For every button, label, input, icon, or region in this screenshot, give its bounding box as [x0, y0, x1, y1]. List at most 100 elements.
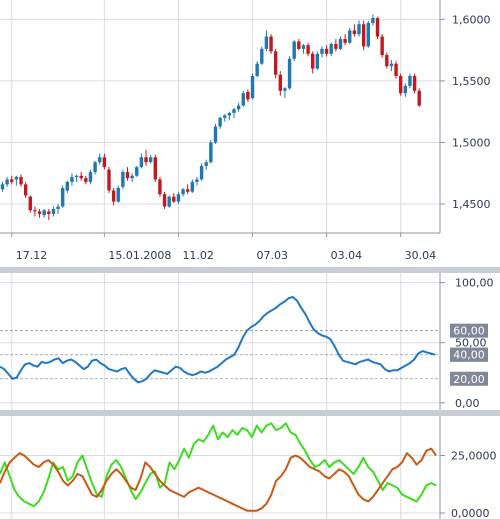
candle-body — [371, 18, 375, 24]
candle — [380, 34, 384, 58]
candle-body — [186, 189, 190, 192]
candle-body — [389, 63, 394, 67]
candle-body — [70, 176, 74, 182]
candle — [84, 175, 88, 185]
candle-body — [255, 63, 259, 76]
candle-body — [297, 41, 301, 49]
oscillator-reference-lines — [0, 330, 440, 380]
oscillator-series — [0, 296, 436, 384]
candle — [176, 191, 181, 205]
candle — [42, 208, 46, 218]
candle-body — [311, 53, 315, 69]
candle — [121, 169, 125, 190]
candle — [199, 163, 204, 181]
candle — [98, 153, 102, 165]
candle-body — [195, 179, 199, 182]
oscillator-y-ticks: 100,00 50,00 0,00 — [440, 277, 494, 410]
candle-body — [348, 30, 352, 43]
candle-body — [394, 63, 398, 76]
candle — [5, 176, 9, 187]
candle-body — [37, 211, 42, 214]
candle-body — [56, 206, 60, 209]
candle-body — [65, 181, 70, 191]
candle — [213, 124, 218, 144]
candle — [148, 154, 153, 164]
price-y-tick-label: 1,6000 — [452, 13, 491, 26]
candle-body — [111, 190, 116, 202]
candle — [33, 206, 37, 217]
stochastic-y-tick-label: 0,0000 — [451, 507, 490, 519]
candle-body — [14, 176, 19, 180]
candle-body — [357, 24, 361, 35]
candle — [287, 56, 292, 90]
candle-body — [51, 208, 56, 214]
candle — [65, 180, 70, 193]
panel-separator[interactable] — [0, 410, 500, 416]
candle-body — [88, 172, 93, 182]
candle — [195, 176, 199, 186]
oscillator-gridlines — [0, 273, 440, 410]
candle-body — [102, 157, 107, 168]
candle — [403, 83, 408, 97]
price-panel: 17.12 15.01.2008 11.02 07.03 03.04 30.04 1,60… — [0, 0, 491, 262]
candle — [311, 51, 315, 74]
candle — [352, 24, 357, 37]
candle — [278, 71, 282, 96]
candle — [51, 206, 56, 217]
price-y-ticks: 1,6000 1,5500 1,5000 1,4500 — [440, 13, 491, 211]
candle — [264, 30, 269, 52]
oscillator-level-tag: 60,00 — [453, 325, 485, 338]
candle-body — [19, 176, 23, 185]
stochastic-y-tick-label: 25,0000 — [451, 450, 497, 463]
candle-body — [227, 112, 232, 116]
candle-body — [366, 23, 370, 47]
candle-body — [232, 109, 236, 113]
price-x-tick-label: 03.04 — [331, 249, 363, 262]
candle-body — [264, 36, 269, 49]
candle — [47, 208, 51, 221]
candle — [102, 153, 107, 170]
candle — [111, 188, 116, 206]
candle-body — [246, 91, 250, 100]
candle-body — [324, 48, 329, 54]
candle-body — [28, 196, 32, 211]
candle — [37, 208, 42, 218]
candle — [357, 20, 361, 37]
candle-body — [121, 172, 125, 187]
candle — [60, 185, 65, 208]
candle-body — [213, 126, 218, 143]
candle — [79, 172, 83, 181]
candle-body — [408, 75, 412, 86]
candle-body — [343, 39, 347, 43]
candle-body — [162, 194, 167, 207]
candle — [315, 51, 320, 70]
candle — [297, 39, 301, 51]
oscillator-y-tick-label: 50,00 — [455, 337, 487, 350]
candle — [348, 27, 352, 44]
price-x-tick-label: 07.03 — [257, 249, 289, 262]
candle-body — [42, 210, 46, 216]
candle — [153, 154, 157, 182]
candle — [135, 165, 139, 177]
candle — [144, 149, 148, 166]
candle-body — [130, 175, 134, 179]
candle-body — [236, 105, 241, 110]
candle-body — [79, 175, 83, 179]
candle-body — [269, 36, 273, 52]
candle — [190, 179, 195, 193]
candle-body — [148, 157, 153, 163]
price-y-tick-label: 1,5000 — [452, 136, 491, 149]
candle-body — [283, 88, 287, 91]
candle — [343, 34, 347, 46]
candle-body — [176, 194, 181, 202]
price-x-tick-label: 17.12 — [16, 249, 48, 262]
candle-body — [209, 142, 213, 163]
panel-separator[interactable] — [0, 267, 500, 273]
candle-body — [260, 48, 264, 64]
candle — [398, 73, 403, 96]
stochastic-series — [0, 422, 437, 512]
candle-body — [338, 39, 343, 49]
candle — [255, 61, 259, 78]
candle — [23, 181, 28, 198]
